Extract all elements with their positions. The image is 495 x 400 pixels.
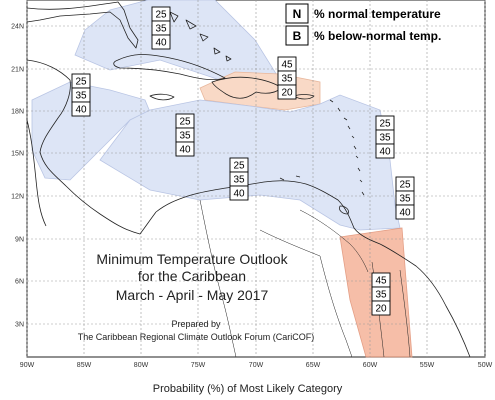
probability-value: 35 bbox=[233, 175, 245, 186]
probability-boxes: 25 35 40 45 35 20 25 35 40 25 35 40 25 35 40 25 35 40 25 35… bbox=[71, 6, 415, 316]
probability-value: 35 bbox=[155, 24, 167, 35]
probability-box-jamaica: 25 35 40 bbox=[175, 113, 195, 157]
lon-tick-60W: 60W bbox=[363, 362, 378, 369]
probability-value: 40 bbox=[379, 147, 391, 158]
lat-tick-6N: 6N bbox=[15, 279, 24, 286]
probability-value: 40 bbox=[179, 145, 191, 156]
map-caption: Probability (%) of Most Likely Category bbox=[152, 383, 343, 395]
lon-tick-85W: 85W bbox=[77, 362, 92, 369]
lon-tick-70W: 70W bbox=[249, 362, 264, 369]
lon-tick-75W: 75W bbox=[191, 362, 206, 369]
probability-cell bbox=[151, 34, 171, 50]
probability-box-hispaniola: 45 35 20 bbox=[277, 56, 297, 100]
lat-tick-12N: 12N bbox=[11, 194, 24, 201]
lat-tick-15N: 15N bbox=[11, 151, 24, 158]
legend-key-n: N bbox=[293, 7, 302, 21]
probability-value: 25 bbox=[179, 117, 191, 128]
probability-box-leeward-islands: 25 35 40 bbox=[375, 115, 395, 159]
probability-cell bbox=[277, 84, 297, 100]
probability-value: 20 bbox=[281, 88, 293, 99]
probability-value: 35 bbox=[75, 91, 87, 102]
title-line-3: March - April - May 2017 bbox=[116, 287, 269, 303]
probability-cell bbox=[375, 143, 395, 159]
lat-tick-21N: 21N bbox=[11, 67, 24, 74]
probability-box-southern-caribbean: 25 35 40 bbox=[229, 157, 249, 201]
lat-tick-18N: 18N bbox=[11, 109, 24, 116]
credit-line-2: The Caribbean Regional Climate Outlook F… bbox=[78, 332, 315, 342]
probability-value: 25 bbox=[233, 161, 245, 172]
probability-value: 25 bbox=[155, 10, 167, 21]
lat-tick-9N: 9N bbox=[15, 237, 24, 244]
credit-line-1: Prepared by bbox=[171, 319, 221, 329]
probability-value: 25 bbox=[75, 77, 87, 88]
probability-box-guianas: 45 35 20 bbox=[371, 272, 391, 316]
probability-value: 40 bbox=[75, 105, 87, 116]
lon-tick-55W: 55W bbox=[420, 362, 435, 369]
probability-cell bbox=[175, 141, 195, 157]
lon-tick-50W: 50W bbox=[478, 362, 493, 369]
legend-key-box-n bbox=[285, 3, 309, 24]
lat-tick-24N: 24N bbox=[11, 24, 24, 31]
legend-label-normal: % normal temperature bbox=[314, 7, 441, 21]
title-line-2: for the Caribbean bbox=[138, 268, 246, 284]
probability-value: 45 bbox=[281, 60, 293, 71]
title-line-1: Minimum Temperature Outlook bbox=[96, 251, 288, 267]
probability-value: 20 bbox=[375, 304, 387, 315]
probability-value: 35 bbox=[399, 194, 411, 205]
lon-tick-90W: 90W bbox=[20, 362, 35, 369]
probability-value: 40 bbox=[233, 189, 245, 200]
lat-tick-3N: 3N bbox=[15, 322, 24, 329]
probability-cell bbox=[71, 101, 91, 117]
probability-value: 40 bbox=[155, 38, 167, 49]
title-block: Minimum Temperature Outlook for the Cari… bbox=[78, 251, 315, 342]
latitude-labels: 24N 21N 18N 15N 12N 9N 6N 3N bbox=[11, 24, 24, 329]
probability-value: 35 bbox=[379, 133, 391, 144]
probability-box-windward-islands: 25 35 40 bbox=[395, 176, 415, 220]
legend-key-box-b bbox=[285, 25, 309, 46]
longitude-labels: 90W 85W 80W 75W 70W 65W 60W 55W 50W bbox=[20, 362, 493, 369]
probability-cell bbox=[395, 204, 415, 220]
probability-cell bbox=[229, 185, 249, 201]
legend: N % normal temperature B % below-normal … bbox=[285, 3, 441, 46]
probability-value: 35 bbox=[375, 290, 387, 301]
probability-box-western-caribbean: 25 35 40 bbox=[71, 73, 91, 117]
coastlines bbox=[26, 1, 471, 358]
probability-value: 40 bbox=[399, 208, 411, 219]
legend-key-b: B bbox=[293, 29, 302, 43]
lon-tick-80W: 80W bbox=[134, 362, 149, 369]
probability-value: 45 bbox=[375, 276, 387, 287]
graticule bbox=[26, 0, 486, 357]
probability-value: 25 bbox=[379, 119, 391, 130]
probability-cell bbox=[371, 300, 391, 316]
probability-box-bahamas: 25 35 40 bbox=[151, 6, 171, 50]
probability-value: 35 bbox=[281, 74, 293, 85]
region-bahamas bbox=[74, 0, 281, 91]
probability-value: 35 bbox=[179, 131, 191, 142]
lon-tick-65W: 65W bbox=[306, 362, 321, 369]
legend-label-below-normal: % below-normal temp. bbox=[314, 29, 441, 43]
probability-value: 25 bbox=[399, 180, 411, 191]
